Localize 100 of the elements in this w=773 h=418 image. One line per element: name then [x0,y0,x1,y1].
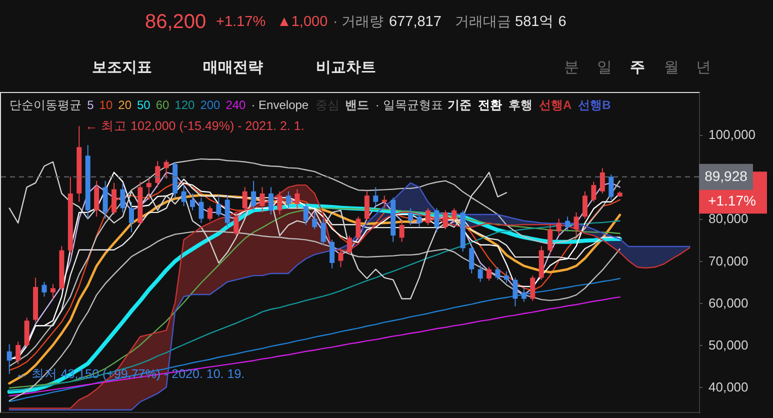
candlestick [425,208,430,226]
y-tick-label: 80,000 [708,211,748,226]
candlestick [574,212,579,236]
candlestick [234,212,239,236]
candlestick [94,180,100,218]
text: 매매전략 [203,59,263,76]
candlestick [42,281,47,298]
candlestick [294,188,300,209]
text: 전환 [478,98,502,112]
candlestick [190,192,196,211]
candlestick [434,208,440,233]
candlestick [50,284,56,300]
candlestick [486,266,492,282]
text: 선행B [578,98,612,112]
candlestick [521,288,526,302]
line-series [8,296,620,397]
candlestick [469,246,474,274]
text: 50 [136,98,151,112]
candlestick [242,186,248,211]
text: 20 [118,98,132,112]
candlestick [600,168,605,194]
candlestick [277,190,282,216]
candlestick [16,341,21,364]
candlestick [442,210,448,230]
text: 200 [200,98,221,112]
text: ▲1,000 [277,14,328,30]
y-tick-label: 60,000 [708,295,748,310]
candlestick [452,208,457,224]
text: 선행A [538,98,572,112]
text: · 거래량 [333,13,384,29]
candlestick [181,184,186,207]
text: 밴드 [344,98,369,112]
candlestick [320,218,326,246]
text: 240 [226,98,246,112]
candlestick [399,220,404,242]
candlestick [164,159,169,180]
y-tick-label: 50,000 [708,338,748,353]
candlestick [582,190,588,220]
candlestick [347,235,352,256]
candlestick [207,206,212,222]
candlestick [338,248,344,268]
candlestick [312,212,318,230]
candlestick [382,195,387,209]
text: 60 [156,98,170,112]
candlestick [251,180,256,211]
candlestick [530,275,536,302]
text: 10 [99,98,113,112]
candlestick [495,266,500,280]
y-tick-label: 40,000 [708,380,748,395]
text: 비교차트 [316,59,376,76]
candlestick [512,277,518,307]
candlestick [112,182,117,216]
candlestick [198,197,204,224]
candlestick [268,186,274,216]
candlestick [155,160,160,188]
text: 기준 [448,98,472,112]
candlestick [356,216,361,240]
candlestick [303,204,308,226]
legend-title: 단순이동평균 [10,98,82,112]
candlestick [6,344,12,374]
candlestick [591,181,596,202]
text: 5 [87,98,94,112]
candlestick [260,186,265,213]
y-tick-label: 100,000 [708,127,756,142]
text: 677,817 [389,14,442,30]
candlestick [364,190,370,222]
candlestick [216,195,222,218]
text: 보조지표 [92,59,152,76]
text: 120 [174,98,196,112]
annotation: · 일목균형표 [375,98,443,112]
line-series [8,278,620,402]
candlestick [608,174,614,200]
text: 년 [696,59,711,76]
annotation: · Envelope [251,98,309,112]
candlestick [146,178,152,200]
line-series [8,161,508,300]
candlestick [120,182,126,213]
candlestick [408,208,414,226]
text: +1.17% [216,14,266,30]
candlestick [478,264,483,282]
y-tick-label: 70,000 [708,253,748,268]
text: 일 [597,59,612,76]
candlestick [416,212,422,228]
candlestick [286,190,291,209]
candlestick [548,224,553,256]
candlestick [330,239,335,269]
candlestick [373,186,378,207]
text: 주 [630,59,645,76]
text: +1.17% [708,192,756,209]
text: 86,200 [145,11,206,33]
candlestick [565,216,570,232]
text: 분 [564,59,579,76]
text: 89,928 [704,168,748,184]
candlestick [128,201,134,233]
text: 581억 6 [515,14,566,30]
annotation: ← 최고 102,000 (-15.49%) - 2021. 2. 1. [85,119,304,134]
text: 후행 [508,98,533,112]
candlestick [556,218,562,236]
text: 월 [664,59,679,76]
text: 거래대금 [455,13,511,29]
